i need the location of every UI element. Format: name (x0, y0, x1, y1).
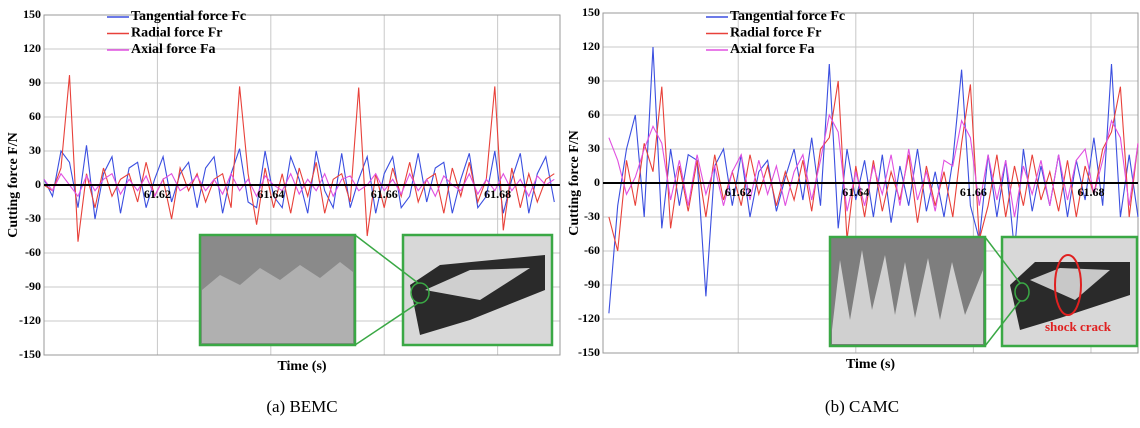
y-tick-label: -120 (19, 313, 41, 327)
sem-texture (202, 262, 353, 343)
y-tick-label: 60 (588, 107, 600, 121)
series-line (43, 172, 555, 198)
y-tick-label: -150 (578, 345, 600, 359)
x-tick-label: 61.62 (725, 185, 752, 199)
crack-ellipse (1054, 254, 1082, 316)
y-tick-label: -90 (584, 277, 600, 291)
series-line (43, 145, 555, 220)
y-axis-label: Cutting force F/N (567, 130, 582, 236)
y-tick-label: -90 (25, 279, 41, 293)
y-tick-label: 150 (23, 7, 41, 21)
zoom-circle (1014, 282, 1030, 302)
plots (43, 12, 1139, 356)
x-tick-label: 61.64 (842, 185, 869, 199)
y-tick-label: 120 (23, 41, 41, 55)
caption: (a) BEMC (266, 397, 337, 416)
series-line (43, 75, 555, 242)
zoom-line (984, 236, 1021, 284)
legend-label: Radial force Fr (730, 26, 822, 41)
y-tick-label: 120 (582, 39, 600, 53)
y-tick-label: 150 (582, 5, 600, 19)
x-tick-label: 61.68 (1077, 185, 1104, 199)
insets (198, 233, 1139, 348)
y-tick-label: -60 (25, 245, 41, 259)
y-tick-label: 0 (594, 175, 600, 189)
sem-texture (832, 250, 983, 344)
legend-label: Radial force Fr (131, 26, 223, 41)
x-tick-label: 61.66 (371, 187, 398, 201)
y-tick-label: -60 (584, 243, 600, 257)
y-tick-label: -120 (578, 311, 600, 325)
series-line (608, 113, 1139, 218)
x-axis-label: Time (s) (846, 357, 895, 372)
y-tick-label: 90 (29, 75, 41, 89)
y-tick-label: -150 (19, 347, 41, 361)
zoom-line (354, 234, 419, 284)
x-tick-label: 61.66 (960, 185, 987, 199)
y-tick-label: 30 (29, 143, 41, 157)
legend-label: Tangential force Fc (730, 9, 845, 24)
annotation: shock crack (1045, 319, 1112, 334)
y-tick-label: 30 (588, 141, 600, 155)
zoom-line (984, 300, 1021, 347)
y-tick-label: -30 (25, 211, 41, 225)
legend-label: Axial force Fa (730, 42, 815, 57)
chip-shine (1030, 268, 1110, 300)
labels: shock crack -150 -120 -90 -60 -30 0 30 60 90 120 1… (6, 5, 1112, 416)
legend-label: Tangential force Fc (131, 9, 246, 24)
chip-shine (425, 268, 530, 300)
zoom-line (354, 302, 419, 346)
caption: (b) CAMC (825, 397, 899, 416)
series-line (608, 80, 1139, 252)
y-axis-label: Cutting force F/N (6, 132, 21, 238)
x-tick-label: 61.68 (484, 187, 511, 201)
x-tick-label: 61.64 (257, 187, 284, 201)
y-tick-label: -30 (584, 209, 600, 223)
x-tick-label: 61.62 (144, 187, 171, 201)
y-tick-label: 90 (588, 73, 600, 87)
y-tick-label: 0 (35, 177, 41, 191)
zoom-circle (410, 282, 430, 304)
legend-label: Axial force Fa (131, 42, 216, 57)
y-tick-label: 60 (29, 109, 41, 123)
x-axis-label: Time (s) (277, 359, 326, 374)
